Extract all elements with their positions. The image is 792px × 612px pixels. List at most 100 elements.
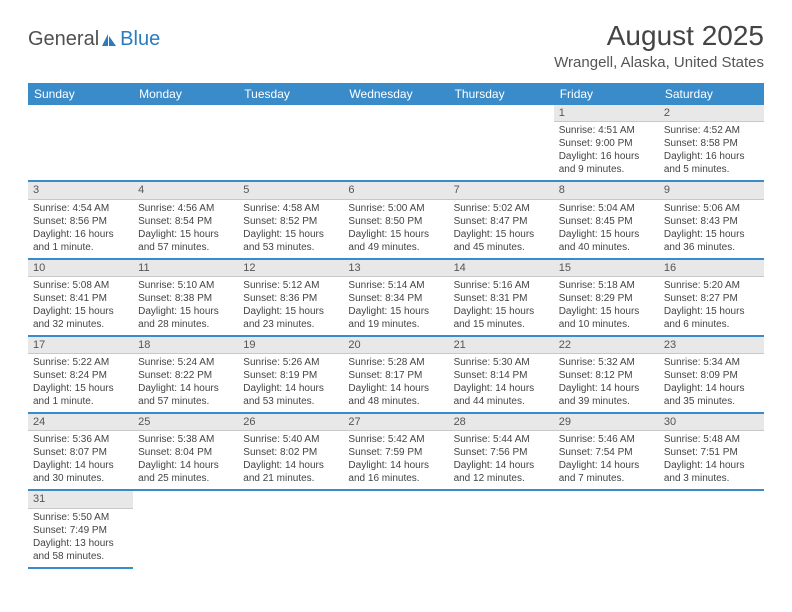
- sunrise-text: Sunrise: 4:58 AM: [243, 202, 338, 215]
- day-details: Sunrise: 4:58 AMSunset: 8:52 PMDaylight:…: [238, 200, 343, 258]
- calendar-table: SundayMondayTuesdayWednesdayThursdayFrid…: [28, 83, 764, 569]
- day-number: 17: [28, 337, 133, 354]
- sunrise-text: Sunrise: 5:24 AM: [138, 356, 233, 369]
- logo-text-2: Blue: [120, 28, 160, 51]
- daylight-text: Daylight: 16 hours and 5 minutes.: [664, 150, 759, 176]
- daylight-text: Daylight: 15 hours and 19 minutes.: [348, 305, 443, 331]
- daylight-text: Daylight: 16 hours and 1 minute.: [33, 228, 128, 254]
- sunrise-text: Sunrise: 5:46 AM: [559, 433, 654, 446]
- calendar-cell: 16Sunrise: 5:20 AMSunset: 8:27 PMDayligh…: [659, 259, 764, 336]
- calendar-cell: 18Sunrise: 5:24 AMSunset: 8:22 PMDayligh…: [133, 336, 238, 413]
- sunset-text: Sunset: 8:22 PM: [138, 369, 233, 382]
- sunrise-text: Sunrise: 5:14 AM: [348, 279, 443, 292]
- day-header: Thursday: [449, 83, 554, 105]
- daylight-text: Daylight: 14 hours and 12 minutes.: [454, 459, 549, 485]
- calendar-cell: 9Sunrise: 5:06 AMSunset: 8:43 PMDaylight…: [659, 181, 764, 258]
- sunset-text: Sunset: 8:56 PM: [33, 215, 128, 228]
- sunset-text: Sunset: 8:34 PM: [348, 292, 443, 305]
- sunrise-text: Sunrise: 5:16 AM: [454, 279, 549, 292]
- daylight-text: Daylight: 14 hours and 25 minutes.: [138, 459, 233, 485]
- sunrise-text: Sunrise: 5:42 AM: [348, 433, 443, 446]
- day-details: Sunrise: 4:56 AMSunset: 8:54 PMDaylight:…: [133, 200, 238, 258]
- sunrise-text: Sunrise: 5:50 AM: [33, 511, 128, 524]
- sunrise-text: Sunrise: 5:04 AM: [559, 202, 654, 215]
- day-number: 2: [659, 105, 764, 122]
- sunset-text: Sunset: 7:54 PM: [559, 446, 654, 459]
- sunrise-text: Sunrise: 5:34 AM: [664, 356, 759, 369]
- daylight-text: Daylight: 14 hours and 35 minutes.: [664, 382, 759, 408]
- day-details: Sunrise: 5:36 AMSunset: 8:07 PMDaylight:…: [28, 431, 133, 489]
- daylight-text: Daylight: 15 hours and 15 minutes.: [454, 305, 549, 331]
- daylight-text: Daylight: 16 hours and 9 minutes.: [559, 150, 654, 176]
- calendar-week: 24Sunrise: 5:36 AMSunset: 8:07 PMDayligh…: [28, 413, 764, 490]
- day-number: 25: [133, 414, 238, 431]
- calendar-week: 17Sunrise: 5:22 AMSunset: 8:24 PMDayligh…: [28, 336, 764, 413]
- calendar-cell: 8Sunrise: 5:04 AMSunset: 8:45 PMDaylight…: [554, 181, 659, 258]
- day-number: 9: [659, 182, 764, 199]
- sunrise-text: Sunrise: 5:48 AM: [664, 433, 759, 446]
- sunset-text: Sunset: 9:00 PM: [559, 137, 654, 150]
- sunset-text: Sunset: 8:41 PM: [33, 292, 128, 305]
- day-details: Sunrise: 5:32 AMSunset: 8:12 PMDaylight:…: [554, 354, 659, 412]
- day-details: Sunrise: 5:24 AMSunset: 8:22 PMDaylight:…: [133, 354, 238, 412]
- calendar-week: 10Sunrise: 5:08 AMSunset: 8:41 PMDayligh…: [28, 259, 764, 336]
- logo: General Blue: [28, 20, 160, 51]
- sunset-text: Sunset: 8:09 PM: [664, 369, 759, 382]
- calendar-cell: 25Sunrise: 5:38 AMSunset: 8:04 PMDayligh…: [133, 413, 238, 490]
- day-details: Sunrise: 5:16 AMSunset: 8:31 PMDaylight:…: [449, 277, 554, 335]
- sunrise-text: Sunrise: 5:00 AM: [348, 202, 443, 215]
- calendar-cell: 29Sunrise: 5:46 AMSunset: 7:54 PMDayligh…: [554, 413, 659, 490]
- day-number: 30: [659, 414, 764, 431]
- day-details: Sunrise: 5:40 AMSunset: 8:02 PMDaylight:…: [238, 431, 343, 489]
- day-details: Sunrise: 5:42 AMSunset: 7:59 PMDaylight:…: [343, 431, 448, 489]
- sunrise-text: Sunrise: 5:12 AM: [243, 279, 338, 292]
- calendar-cell: 5Sunrise: 4:58 AMSunset: 8:52 PMDaylight…: [238, 181, 343, 258]
- calendar-cell: [238, 105, 343, 181]
- sunrise-text: Sunrise: 5:30 AM: [454, 356, 549, 369]
- calendar-week: 3Sunrise: 4:54 AMSunset: 8:56 PMDaylight…: [28, 181, 764, 258]
- day-header: Tuesday: [238, 83, 343, 105]
- day-details: Sunrise: 5:06 AMSunset: 8:43 PMDaylight:…: [659, 200, 764, 258]
- calendar-cell: [343, 105, 448, 181]
- logo-sail-icon: [101, 33, 117, 47]
- sunrise-text: Sunrise: 5:18 AM: [559, 279, 654, 292]
- daylight-text: Daylight: 14 hours and 21 minutes.: [243, 459, 338, 485]
- sunset-text: Sunset: 7:59 PM: [348, 446, 443, 459]
- sunset-text: Sunset: 8:02 PM: [243, 446, 338, 459]
- header: General Blue August 2025 Wrangell, Alask…: [28, 20, 764, 71]
- day-number: 12: [238, 260, 343, 277]
- day-number: 10: [28, 260, 133, 277]
- day-details: Sunrise: 5:12 AMSunset: 8:36 PMDaylight:…: [238, 277, 343, 335]
- daylight-text: Daylight: 14 hours and 48 minutes.: [348, 382, 443, 408]
- sunset-text: Sunset: 8:52 PM: [243, 215, 338, 228]
- daylight-text: Daylight: 15 hours and 1 minute.: [33, 382, 128, 408]
- day-details: Sunrise: 4:52 AMSunset: 8:58 PMDaylight:…: [659, 122, 764, 180]
- daylight-text: Daylight: 15 hours and 57 minutes.: [138, 228, 233, 254]
- day-number: 5: [238, 182, 343, 199]
- sunset-text: Sunset: 8:47 PM: [454, 215, 549, 228]
- day-details: Sunrise: 5:22 AMSunset: 8:24 PMDaylight:…: [28, 354, 133, 412]
- calendar-week: 31Sunrise: 5:50 AMSunset: 7:49 PMDayligh…: [28, 490, 764, 567]
- day-number: 13: [343, 260, 448, 277]
- day-number: 28: [449, 414, 554, 431]
- day-number: 31: [28, 491, 133, 508]
- daylight-text: Daylight: 14 hours and 7 minutes.: [559, 459, 654, 485]
- sunrise-text: Sunrise: 5:10 AM: [138, 279, 233, 292]
- daylight-text: Daylight: 15 hours and 49 minutes.: [348, 228, 443, 254]
- sunrise-text: Sunrise: 5:32 AM: [559, 356, 654, 369]
- calendar-cell: 15Sunrise: 5:18 AMSunset: 8:29 PMDayligh…: [554, 259, 659, 336]
- daylight-text: Daylight: 15 hours and 53 minutes.: [243, 228, 338, 254]
- calendar-cell: 4Sunrise: 4:56 AMSunset: 8:54 PMDaylight…: [133, 181, 238, 258]
- page-subtitle: Wrangell, Alaska, United States: [554, 54, 764, 71]
- calendar-week: 1Sunrise: 4:51 AMSunset: 9:00 PMDaylight…: [28, 105, 764, 181]
- day-details: Sunrise: 5:46 AMSunset: 7:54 PMDaylight:…: [554, 431, 659, 489]
- calendar-cell: 3Sunrise: 4:54 AMSunset: 8:56 PMDaylight…: [28, 181, 133, 258]
- sunrise-text: Sunrise: 5:02 AM: [454, 202, 549, 215]
- day-details: Sunrise: 5:18 AMSunset: 8:29 PMDaylight:…: [554, 277, 659, 335]
- day-number: 6: [343, 182, 448, 199]
- sunset-text: Sunset: 7:56 PM: [454, 446, 549, 459]
- calendar-cell: [343, 490, 448, 567]
- sunset-text: Sunset: 8:17 PM: [348, 369, 443, 382]
- calendar-cell: 7Sunrise: 5:02 AMSunset: 8:47 PMDaylight…: [449, 181, 554, 258]
- day-number: 16: [659, 260, 764, 277]
